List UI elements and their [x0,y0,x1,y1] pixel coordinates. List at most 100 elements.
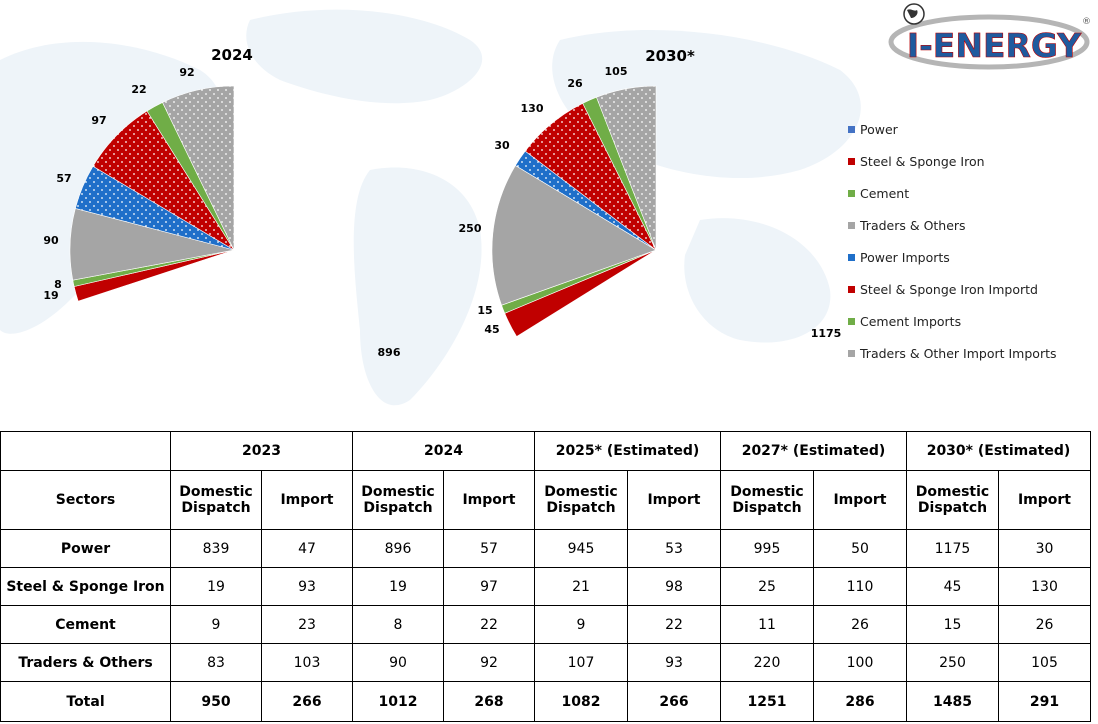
table-cell: 250 [906,643,999,682]
legend-item: Steel & Sponge Iron Importd [848,273,1088,305]
chart-title: 2024 [211,46,253,64]
table-header-subcolumns: Sectors Domestic Dispatch Import Domestic Di… [0,470,1091,530]
table-row: Power 839 47 896 57 945 53 995 50 1175 30 [0,529,1091,568]
data-label: 250 [459,222,482,235]
data-label: 22 [131,83,146,96]
registered-mark: ® [1082,17,1091,27]
table-cell: 266 [261,681,353,722]
chart-title: 2030* [645,47,695,65]
legend-swatch [848,253,855,261]
table-cell: 995 [720,529,814,568]
table-cell: 107 [534,643,628,682]
table-cell: 45 [906,567,999,606]
data-label: 130 [521,102,544,115]
domestic-line: Domestic [730,484,804,500]
domestic-line: Domestic [915,484,990,500]
corner-cell [0,431,171,471]
legend-swatch [848,285,855,293]
table-cell: 103 [261,643,353,682]
table-cell: 98 [627,567,721,606]
import-header: Import [443,470,535,530]
legend-swatch [848,349,855,357]
sector-name: Steel & Sponge Iron [0,567,171,606]
table-cell: 11 [720,605,814,644]
year-header: 2025* (Estimated) [534,431,721,471]
table-cell: 19 [352,567,444,606]
data-label: 45 [484,323,499,336]
logo-text: I-ENERGY [907,26,1082,65]
legend-swatch [848,221,855,229]
pie-slice-pattern [75,166,234,250]
table-cell: 896 [352,529,444,568]
table-cell: 53 [627,529,721,568]
legend-label: Cement Imports [860,313,962,329]
table-cell: 266 [627,681,721,722]
legend-item: Power [848,113,1088,145]
legend-label: Cement [860,185,910,201]
i-energy-logo: I-ENERGY ® [888,3,1091,70]
legend-item: Cement [848,177,1088,209]
data-label: 90 [43,234,59,247]
table-cell: 23 [261,605,353,644]
table-row: Traders & Others 83 103 90 92 107 93 220 100 250 1… [0,643,1091,682]
pie-chart-2030: 2030* 1175 45 15 250 30 130 26 105 [459,47,842,340]
data-label: 896 [378,346,401,359]
table-cell: 105 [998,643,1091,682]
table-cell: 8 [352,605,444,644]
table-cell: 26 [813,605,907,644]
table-row: Steel & Sponge Iron 19 93 19 97 21 98 25 110 45 13… [0,567,1091,606]
table-cell: 9 [170,605,262,644]
table-cell: 220 [720,643,814,682]
pie-chart-2024: 2024 896 198 90 57 97 22 92 [43,46,401,359]
import-header: Import [627,470,721,530]
pie-slice-pattern [515,151,656,250]
table-cell: 83 [170,643,262,682]
dispatch-line: Dispatch [732,500,802,516]
table-row: Cement 9 23 8 22 9 22 11 26 15 26 [0,605,1091,644]
legend-label: Power Imports [860,249,950,265]
table-total-row: Total 950 266 1012 268 1082 266 1251 286 1485 291 [0,681,1091,722]
legend-swatch [848,317,855,325]
data-label: 30 [494,139,510,152]
table-cell: 21 [534,567,628,606]
domestic-dispatch-header: Domestic Dispatch [534,470,628,530]
table-cell: 57 [443,529,535,568]
sector-name: Traders & Others [0,643,171,682]
data-label: 19 [43,289,58,302]
data-label: 105 [605,65,628,78]
legend-item: Traders & Other Import Imports [848,337,1088,369]
data-label: 57 [56,172,71,185]
table-cell: 100 [813,643,907,682]
pie-slice-pattern [525,103,656,250]
legend-label: Steel & Sponge Iron Importd [860,281,1038,297]
data-label: 92 [179,66,194,79]
sector-name: Cement [0,605,171,644]
chart-legend: Power Steel & Sponge Iron Cement Traders & … [848,113,1088,369]
dispatch-line: Dispatch [363,500,433,516]
legend-swatch [848,125,855,133]
import-header: Import [813,470,907,530]
table-cell: 50 [813,529,907,568]
table-cell: 286 [813,681,907,722]
legend-item: Cement Imports [848,305,1088,337]
table-cell: 1012 [352,681,444,722]
table-cell: 19 [170,567,262,606]
pie-slice-pattern [162,86,234,250]
table-cell: 945 [534,529,628,568]
table-cell: 839 [170,529,262,568]
dispatch-line: Dispatch [546,500,616,516]
table-cell: 1251 [720,681,814,722]
logo-swoosh [888,14,1090,70]
table-cell: 97 [443,567,535,606]
year-header: 2030* (Estimated) [906,431,1091,471]
domestic-dispatch-header: Domestic Dispatch [906,470,999,530]
data-label: 26 [567,77,583,90]
table-cell: 22 [627,605,721,644]
table-cell: 1485 [906,681,999,722]
domestic-dispatch-header: Domestic Dispatch [170,470,262,530]
table-cell: 22 [443,605,535,644]
table-cell: 130 [998,567,1091,606]
sectors-header: Sectors [0,470,171,530]
legend-label: Steel & Sponge Iron [860,153,985,169]
dispatch-line: Dispatch [917,500,988,516]
